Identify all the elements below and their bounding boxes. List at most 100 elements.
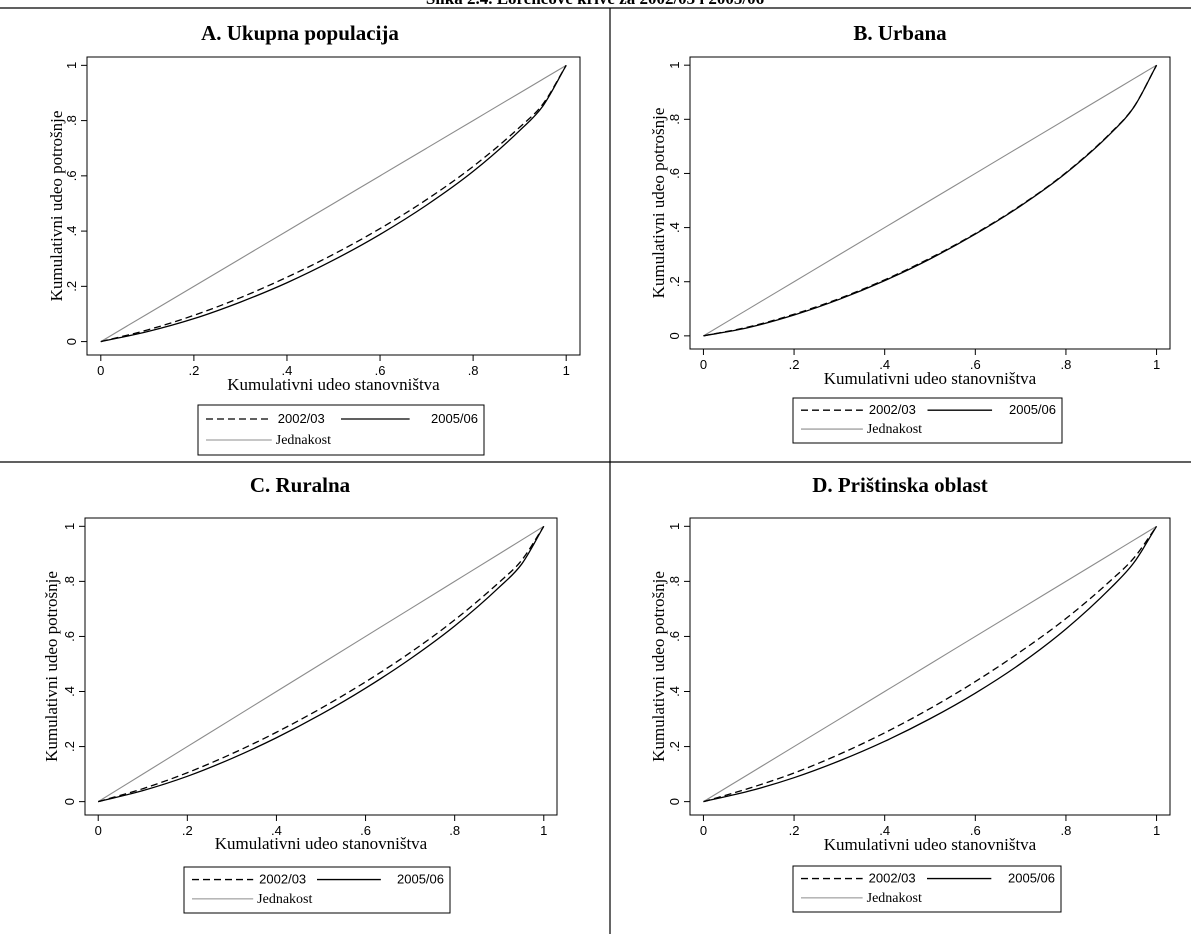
legend-label: 2002/03 bbox=[278, 411, 325, 426]
legend: 2002/03 2005/06 Jednakost bbox=[183, 866, 451, 914]
x-axis-label: Kumulativni udeo stanovništva bbox=[227, 375, 440, 394]
y-tick-label: 0 bbox=[64, 338, 79, 345]
x-axis-label: Kumulativni udeo stanovništva bbox=[215, 834, 428, 853]
x-tick-label: .6 bbox=[970, 823, 981, 838]
x-tick-label: .6 bbox=[375, 363, 386, 378]
series-line-0 bbox=[100, 65, 567, 343]
y-axis-label: Kumulativni udeo potrošnje bbox=[47, 111, 66, 302]
chart-panel: B. Urbana 0 .2 .4 .6 .8 1 0 .2 .4 .6 .8 1 Kumulativni… bbox=[649, 21, 1171, 444]
x-tick-label: .2 bbox=[182, 823, 193, 838]
legend-box bbox=[183, 866, 451, 914]
legend-label: Jednakost bbox=[867, 891, 922, 906]
x-tick-label: 1 bbox=[1153, 823, 1160, 838]
x-tick-label: 1 bbox=[1153, 357, 1160, 372]
y-tick-label: .6 bbox=[62, 631, 77, 642]
legend-label: 2005/06 bbox=[431, 411, 478, 426]
series-line-1 bbox=[98, 525, 545, 803]
figure-caption: Slika 2.4. Lorencove krive za 2002/03 i … bbox=[426, 0, 764, 8]
y-tick-label: 0 bbox=[667, 798, 682, 805]
chart-panel: C. Ruralna 0 .2 .4 .6 .8 1 0 .2 .4 .6 .8 1 Kumulativn… bbox=[42, 473, 558, 914]
x-tick-label: .8 bbox=[449, 823, 460, 838]
series-line-2 bbox=[97, 525, 545, 803]
x-tick-label: .2 bbox=[789, 823, 800, 838]
y-tick-label: .2 bbox=[64, 281, 79, 292]
legend-label: 2005/06 bbox=[397, 872, 444, 887]
legend-label: Jednakost bbox=[867, 422, 922, 437]
y-tick-label: .4 bbox=[62, 686, 77, 697]
legend: 2002/03 2005/06 Jednakost bbox=[792, 397, 1063, 444]
y-tick-label: .8 bbox=[62, 576, 77, 587]
series-line-2 bbox=[100, 64, 567, 343]
chart-title: C. Ruralna bbox=[250, 473, 351, 497]
x-tick-label: .6 bbox=[360, 823, 371, 838]
x-tick-label: 0 bbox=[95, 823, 102, 838]
x-tick-label: .4 bbox=[282, 363, 293, 378]
x-tick-label: 0 bbox=[97, 363, 104, 378]
y-tick-label: .8 bbox=[64, 115, 79, 126]
x-axis-label: Kumulativni udeo stanovništva bbox=[824, 835, 1037, 854]
x-tick-label: .8 bbox=[1061, 823, 1072, 838]
legend-box bbox=[792, 865, 1062, 913]
series-line-0 bbox=[98, 525, 545, 803]
series-line-2 bbox=[703, 525, 1157, 803]
plot-frame bbox=[689, 56, 1171, 350]
plot-frame bbox=[86, 56, 581, 356]
x-tick-label: .2 bbox=[789, 357, 800, 372]
y-axis-label: Kumulativni udeo potrošnje bbox=[42, 571, 61, 762]
y-tick-label: .6 bbox=[667, 631, 682, 642]
legend: 2002/03 2005/06 Jednakost bbox=[792, 865, 1062, 913]
y-tick-label: .4 bbox=[667, 686, 682, 697]
chart-title: A. Ukupna populacija bbox=[201, 21, 399, 45]
y-tick-label: 0 bbox=[62, 798, 77, 805]
x-tick-label: 0 bbox=[700, 823, 707, 838]
chart-title: B. Urbana bbox=[853, 21, 947, 45]
legend-label: Jednakost bbox=[257, 892, 312, 907]
legend-label: 2002/03 bbox=[869, 871, 916, 886]
legend-label: 2002/03 bbox=[869, 402, 916, 417]
chart-title: D. Prištinska oblast bbox=[812, 473, 988, 497]
y-axis-label: Kumulativni udeo potrošnje bbox=[649, 108, 668, 299]
x-tick-label: .4 bbox=[879, 357, 890, 372]
legend-label: 2005/06 bbox=[1008, 871, 1055, 886]
y-tick-label: .8 bbox=[667, 576, 682, 587]
legend-box bbox=[792, 397, 1063, 444]
y-tick-label: 1 bbox=[62, 523, 77, 530]
legend-label: 2005/06 bbox=[1009, 402, 1056, 417]
legend-box bbox=[197, 404, 485, 456]
chart-panel: D. Prištinska oblast 0 .2 .4 .6 .8 1 0 .2 .4 .6 .8 1… bbox=[649, 473, 1171, 913]
x-tick-label: .6 bbox=[970, 357, 981, 372]
y-tick-label: .2 bbox=[667, 276, 682, 287]
x-axis-label: Kumulativni udeo stanovništva bbox=[824, 369, 1037, 388]
series-line-1 bbox=[100, 65, 567, 343]
y-tick-label: 1 bbox=[667, 523, 682, 530]
y-tick-label: 1 bbox=[667, 62, 682, 69]
series-line-1 bbox=[703, 64, 1158, 337]
x-tick-label: .4 bbox=[271, 823, 282, 838]
chart-panel: A. Ukupna populacija 0 .2 .4 .6 .8 1 0 .2 .4 .6 .8 1… bbox=[47, 21, 581, 456]
legend-label: 2002/03 bbox=[259, 872, 306, 887]
y-tick-label: 0 bbox=[667, 332, 682, 339]
plot-frame bbox=[84, 517, 558, 816]
y-tick-label: 1 bbox=[64, 62, 79, 69]
y-tick-label: .2 bbox=[667, 741, 682, 752]
series-line-0 bbox=[703, 525, 1158, 803]
y-axis-label: Kumulativni udeo potrošnje bbox=[649, 571, 668, 762]
plot-frame bbox=[689, 517, 1171, 816]
y-tick-label: .6 bbox=[667, 168, 682, 179]
legend-label: Jednakost bbox=[276, 433, 331, 448]
series-line-2 bbox=[703, 64, 1157, 337]
series-line-1 bbox=[703, 525, 1158, 803]
x-tick-label: .4 bbox=[879, 823, 890, 838]
x-tick-label: 1 bbox=[563, 363, 570, 378]
y-tick-label: .4 bbox=[667, 222, 682, 233]
x-tick-label: .2 bbox=[188, 363, 199, 378]
y-tick-label: .6 bbox=[64, 170, 79, 181]
y-tick-label: .8 bbox=[667, 114, 682, 125]
x-tick-label: .8 bbox=[468, 363, 479, 378]
x-tick-label: .8 bbox=[1061, 357, 1072, 372]
y-tick-label: .2 bbox=[62, 741, 77, 752]
legend: 2002/03 2005/06 Jednakost bbox=[197, 404, 485, 456]
x-tick-label: 1 bbox=[540, 823, 547, 838]
x-tick-label: 0 bbox=[700, 357, 707, 372]
